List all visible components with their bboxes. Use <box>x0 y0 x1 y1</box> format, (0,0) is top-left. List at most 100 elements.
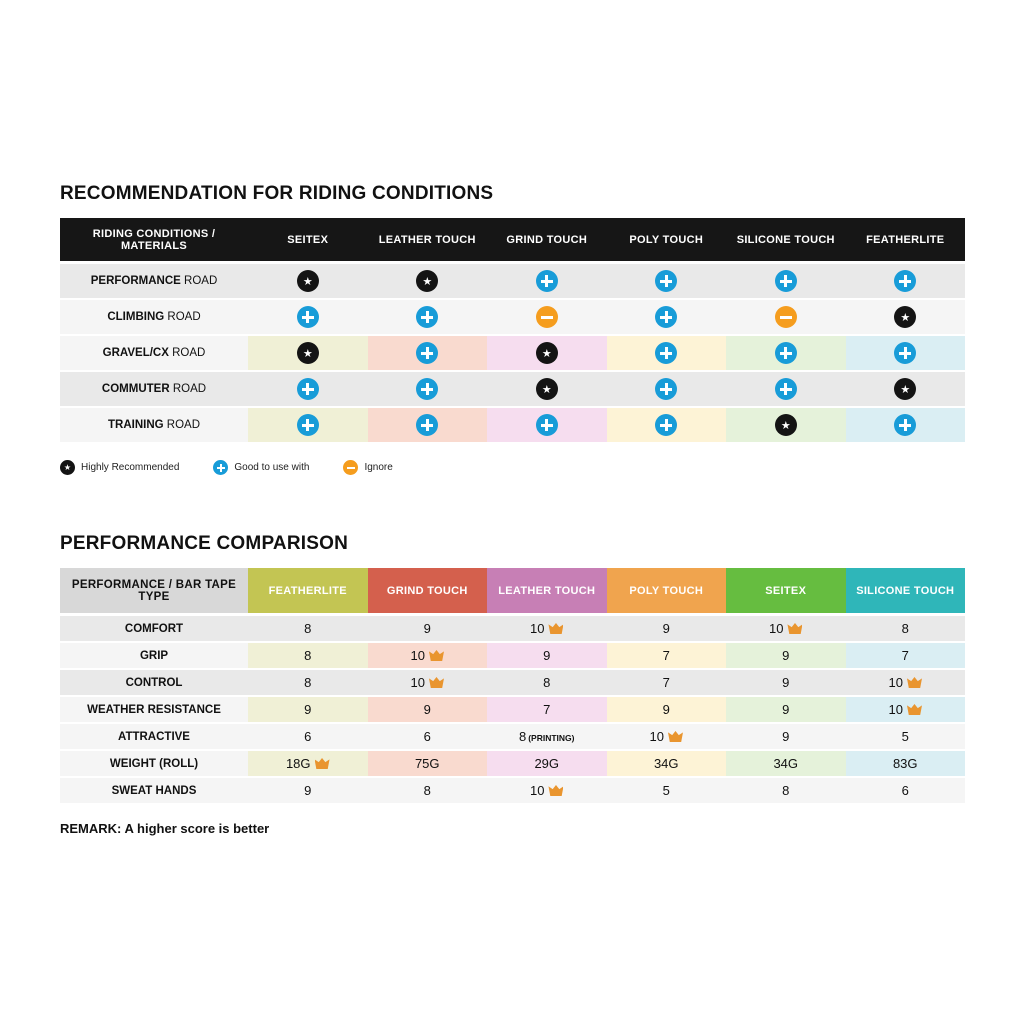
riding-conditions-section: RECOMMENDATION FOR RIDING CONDITIONS RID… <box>60 183 965 475</box>
performance-row-control: CONTROL 8 10 8 7 9 10 <box>60 670 965 697</box>
recommendation-cell <box>367 336 487 372</box>
recommendation-cell <box>248 408 368 444</box>
score-cell: 9 <box>367 697 487 724</box>
riding-row-label: TRAINING ROAD <box>60 408 248 444</box>
recommendation-icon <box>296 306 319 328</box>
ignore-minus-icon <box>343 460 359 475</box>
score-cell: 5 <box>845 724 965 751</box>
score-value: 9 <box>423 702 431 717</box>
score-cell: 8 <box>248 643 368 670</box>
good-to-use-plus-icon <box>213 460 229 475</box>
score-value: 10 <box>530 621 545 636</box>
recommendation-cell <box>726 336 846 372</box>
score-value: 34G <box>773 756 799 771</box>
score-cell: 10 <box>845 697 965 724</box>
score-cell: 10 <box>367 643 487 670</box>
recommendation-icon <box>535 342 558 364</box>
recommendation-icon <box>655 378 678 400</box>
score-cell: 5 <box>606 778 726 805</box>
performance-row-label: SWEAT HANDS <box>60 778 248 805</box>
score-value: 9 <box>782 675 790 690</box>
score-cell: 29G <box>487 751 607 778</box>
score-cell: 8 <box>367 778 487 805</box>
recommendation-icon <box>655 306 678 328</box>
recommendation-cell <box>726 300 846 336</box>
score-cell: 9 <box>606 697 726 724</box>
recommendation-cell <box>606 300 726 336</box>
score-cell: 9 <box>248 778 368 805</box>
recommendation-cell <box>248 300 368 336</box>
recommendation-icon <box>535 306 558 328</box>
score-cell: 6 <box>845 778 965 805</box>
legend-label: Highly Recommended <box>81 462 180 473</box>
recommendation-icon <box>416 342 439 364</box>
recommendation-icon <box>416 378 439 400</box>
legend-item-highly-recommended: Highly Recommended <box>60 460 179 475</box>
recommendation-cell <box>248 336 368 372</box>
score-suffix: (PRINTING) <box>528 733 575 743</box>
score-cell: 7 <box>845 643 965 670</box>
riding-row-commuter-road: COMMUTER ROAD <box>60 372 965 408</box>
recommendation-icon <box>774 378 797 400</box>
highly-recommended-star-icon <box>60 460 75 475</box>
score-value: 8 <box>518 729 527 744</box>
score-value: 7 <box>543 702 551 717</box>
score-cell: 10 <box>487 616 607 643</box>
score-cell: 9 <box>367 616 487 643</box>
recommendation-icon <box>296 378 319 400</box>
score-value: 10 <box>888 675 903 690</box>
column-header-leather-touch: LEATHER TOUCH <box>487 568 607 616</box>
performance-row-comfort: COMFORT 8 9 10 9 10 8 <box>60 616 965 643</box>
score-value: 6 <box>423 729 431 744</box>
riding-row-label: COMMUTER ROAD <box>60 372 248 408</box>
column-header-silicone-touch: SILICONE TOUCH <box>845 568 965 616</box>
performance-row-label: ATTRACTIVE <box>60 724 248 751</box>
riding-row-performance-road: PERFORMANCE ROAD <box>60 264 965 300</box>
score-value: 10 <box>769 621 784 636</box>
riding-row-label: GRAVEL/CX ROAD <box>60 336 248 372</box>
recommendation-cell <box>606 336 726 372</box>
score-cell: 10 <box>606 724 726 751</box>
recommendation-icon <box>535 378 558 400</box>
score-value: 5 <box>662 783 670 798</box>
score-cell: 8 (PRINTING) <box>487 724 607 751</box>
column-header-grind-touch: GRIND TOUCH <box>367 568 487 616</box>
score-value: 10 <box>410 675 425 690</box>
score-value: 6 <box>901 783 909 798</box>
performance-comparison-title: PERFORMANCE COMPARISON <box>60 533 348 554</box>
recommendation-cell <box>606 408 726 444</box>
recommendation-cell <box>726 372 846 408</box>
recommendation-icon <box>894 306 917 328</box>
infographic-page: RECOMMENDATION FOR RIDING CONDITIONS RID… <box>0 0 1024 836</box>
recommendation-icon <box>894 342 917 364</box>
recommendation-cell <box>845 336 965 372</box>
score-value: 7 <box>901 648 909 663</box>
legend-item-ignore: Ignore <box>343 460 393 475</box>
score-cell: 10 <box>726 616 846 643</box>
score-cell: 9 <box>606 616 726 643</box>
performance-row-label: COMFORT <box>60 616 248 643</box>
recommendation-icon <box>894 270 917 292</box>
score-cell: 18G <box>248 751 368 778</box>
performance-row-label: WEATHER RESISTANCE <box>60 697 248 724</box>
riding-row-climbing-road: CLIMBING ROAD <box>60 300 965 336</box>
score-value: 10 <box>410 648 425 663</box>
score-value: 7 <box>662 648 670 663</box>
recommendation-cell <box>487 336 607 372</box>
score-value: 5 <box>901 729 909 744</box>
score-value: 8 <box>543 675 551 690</box>
score-value: 18G <box>285 756 311 771</box>
performance-comparison-table: PERFORMANCE / BAR TAPE TYPE FEATHERLITE … <box>60 568 965 805</box>
score-cell: 9 <box>248 697 368 724</box>
recommendation-cell <box>487 264 607 300</box>
score-value: 34G <box>653 756 679 771</box>
score-cell: 9 <box>726 670 846 697</box>
score-cell: 34G <box>726 751 846 778</box>
recommendation-cell <box>487 300 607 336</box>
performance-row-weather-resistance: WEATHER RESISTANCE 9 9 7 9 9 10 <box>60 697 965 724</box>
recommendation-cell <box>487 372 607 408</box>
recommendation-icon <box>894 414 917 436</box>
recommendation-cell <box>248 264 368 300</box>
recommendation-icon <box>296 342 319 364</box>
performance-row-grip: GRIP 8 10 9 7 9 7 <box>60 643 965 670</box>
